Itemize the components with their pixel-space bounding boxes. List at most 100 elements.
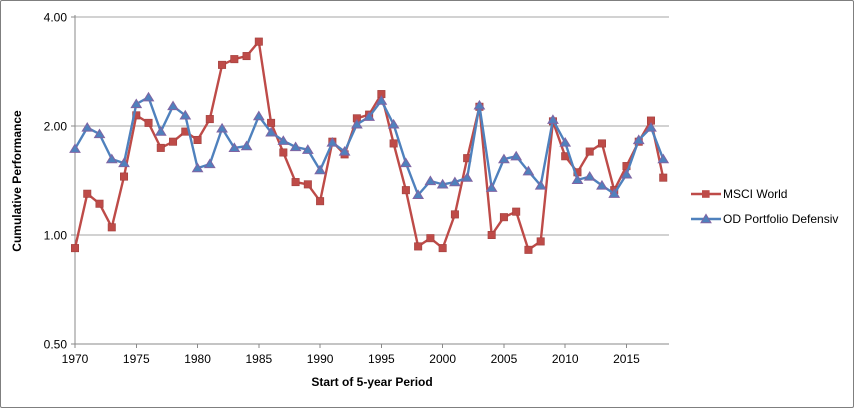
data-point-triangle	[203, 158, 216, 169]
data-point-square	[71, 244, 80, 253]
data-point-triangle	[142, 91, 155, 102]
legend: MSCI World OD Portfolio Defensiv	[691, 181, 853, 231]
data-point-square	[132, 111, 141, 120]
legend-label-msci-world: MSCI World	[723, 186, 788, 201]
y-tick-label: 0.50	[44, 338, 68, 352]
data-point-square	[156, 143, 165, 152]
data-point-triangle	[424, 175, 437, 186]
data-point-triangle	[179, 109, 192, 120]
data-point-square	[95, 199, 104, 208]
data-point-square	[279, 148, 288, 157]
x-tick-label: 1985	[245, 352, 272, 366]
data-point-triangle	[547, 114, 559, 124]
data-point-triangle	[657, 153, 670, 164]
x-tick-label: 1980	[184, 352, 211, 366]
data-point-triangle	[154, 126, 167, 136]
data-point-square	[389, 139, 398, 148]
data-point-triangle	[301, 144, 314, 154]
data-point-triangle	[105, 153, 118, 164]
data-point-triangle	[216, 122, 228, 133]
data-point-triangle	[510, 150, 523, 161]
x-tick-label: 1990	[307, 352, 334, 366]
data-point-triangle	[118, 157, 130, 168]
x-tick-label: 1970	[62, 352, 89, 366]
data-point-triangle	[596, 179, 608, 190]
y-tick-label: 4.00	[44, 11, 68, 25]
data-point-square	[450, 210, 459, 219]
data-point-triangle	[265, 126, 277, 137]
data-point-square	[426, 234, 435, 243]
data-point-triangle	[167, 100, 179, 111]
data-point-triangle	[277, 135, 290, 145]
data-point-triangle	[363, 111, 376, 121]
data-point-square	[512, 207, 521, 216]
data-point-triangle	[228, 142, 241, 152]
data-point-square	[585, 147, 594, 156]
data-point-square	[597, 139, 606, 148]
legend-label-od-portfolio: OD Portfolio Defensiv	[723, 211, 839, 226]
data-point-triangle	[350, 118, 363, 129]
data-point-square	[193, 135, 202, 144]
data-point-triangle	[436, 178, 449, 189]
data-point-square	[107, 223, 116, 232]
msci-world-series-marker-icon	[691, 189, 721, 198]
x-tick-label: 2000	[429, 352, 456, 366]
data-point-square	[242, 52, 251, 61]
x-tick-label: 2015	[613, 352, 640, 366]
data-point-triangle	[375, 95, 388, 105]
data-point-square	[303, 180, 312, 189]
data-point-triangle	[69, 143, 81, 153]
y-tick-label: 2.00	[44, 120, 68, 134]
data-point-square	[230, 55, 239, 64]
data-point-triangle	[326, 137, 339, 147]
data-point-square	[524, 245, 533, 254]
y-axis-title: Cumulative Performance	[10, 110, 24, 252]
data-point-square	[316, 197, 325, 206]
od-portfolio-series-marker-icon	[691, 212, 721, 223]
data-point-triangle	[620, 168, 633, 179]
data-point-triangle	[645, 122, 657, 132]
data-point-triangle	[583, 171, 596, 181]
data-point-triangle	[191, 162, 204, 173]
y-tick-label: 1.00	[44, 229, 68, 243]
data-point-square	[401, 186, 410, 195]
x-tick-label: 1975	[123, 352, 150, 366]
data-point-triangle	[473, 99, 486, 110]
data-point-triangle	[338, 145, 351, 156]
x-tick-label: 1995	[368, 352, 395, 366]
data-point-triangle	[498, 153, 510, 164]
x-tick-label: 2005	[491, 352, 518, 366]
data-point-triangle	[81, 122, 94, 132]
data-point-triangle	[608, 188, 621, 198]
data-point-square	[659, 173, 668, 182]
data-point-square	[205, 115, 214, 124]
data-point-square	[487, 231, 496, 240]
data-point-square	[499, 213, 508, 222]
data-point-triangle	[449, 176, 461, 187]
data-point-square	[414, 242, 423, 251]
data-point-square	[291, 178, 300, 187]
data-point-triangle	[93, 128, 106, 139]
data-point-triangle	[314, 164, 326, 175]
data-point-triangle	[534, 179, 547, 190]
data-point-triangle	[571, 174, 584, 184]
data-point-square	[267, 118, 276, 127]
data-point-triangle	[412, 189, 425, 200]
data-point-square	[438, 244, 447, 253]
data-point-triangle	[461, 172, 474, 182]
data-point-triangle	[387, 118, 400, 129]
x-axis-title: Start of 5-year Period	[311, 375, 433, 389]
data-point-square	[83, 189, 92, 198]
data-point-triangle	[399, 157, 412, 168]
data-point-triangle	[485, 182, 498, 192]
data-point-triangle	[289, 141, 302, 152]
data-point-square	[254, 37, 263, 46]
data-point-square	[120, 172, 129, 181]
legend-item-od-portfolio: OD Portfolio Defensiv	[691, 206, 853, 231]
data-point-triangle	[559, 137, 572, 147]
data-point-triangle	[252, 110, 265, 121]
x-tick-label: 2010	[552, 352, 579, 366]
data-point-triangle	[240, 140, 253, 151]
